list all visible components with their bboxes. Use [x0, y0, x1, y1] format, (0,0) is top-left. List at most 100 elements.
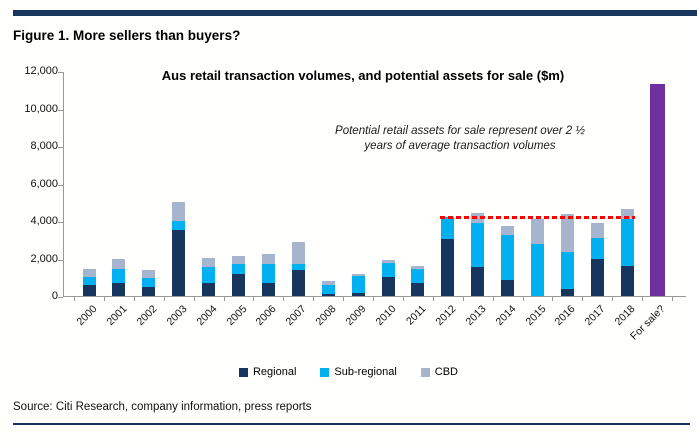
segment-cbd [112, 259, 126, 269]
x-tick-mark [612, 297, 614, 301]
y-tick-label-6000: 6,000 [30, 177, 58, 190]
bar-2018 [620, 208, 634, 296]
bar-2014 [501, 225, 515, 296]
segment-cbd [560, 213, 574, 252]
segment-sub-regional [82, 277, 96, 285]
segment-regional [291, 269, 305, 296]
segment-regional [232, 273, 245, 296]
segment-regional [441, 238, 455, 296]
segment-for-sale [649, 84, 665, 296]
bar-2012 [441, 217, 455, 296]
y-tick-label-10000: 10,000 [24, 102, 58, 115]
segment-regional [202, 282, 216, 296]
annotation-line-1: Potential retail assets for sale represe… [335, 125, 585, 137]
segment-regional [620, 266, 634, 296]
legend-item-regional: Regional [238, 366, 297, 378]
bar-2007 [291, 241, 305, 296]
segment-regional [351, 293, 365, 296]
segment-sub-regional [411, 268, 425, 283]
x-tick-mark [103, 297, 105, 301]
y-tick-mark [58, 297, 63, 298]
y-tick-label-2000: 2,000 [30, 252, 58, 265]
bar-2000 [82, 268, 96, 296]
segment-cbd [291, 241, 305, 265]
y-tick-label-4000: 4,000 [30, 215, 58, 227]
segment-cbd [142, 269, 156, 279]
source-note: Source: Citi Research, company informati… [13, 401, 312, 413]
x-tick-mark [223, 297, 225, 301]
segment-cbd [232, 255, 245, 265]
segment-cbd [590, 222, 604, 238]
segment-sub-regional [232, 264, 245, 274]
segment-regional [142, 286, 156, 296]
chart-annotation: Potential retail assets for sale represe… [265, 124, 655, 154]
segment-regional [321, 294, 335, 296]
legend-item-sub-regional: Sub-regional [320, 366, 397, 378]
legend-item-cbd: CBD [420, 366, 459, 378]
top-divider [13, 10, 697, 16]
x-tick-mark [432, 297, 434, 301]
segment-sub-regional [590, 237, 604, 259]
x-tick-mark [373, 297, 375, 301]
segment-regional [82, 284, 96, 296]
segment-cbd [82, 268, 96, 278]
y-tick-mark [58, 147, 63, 148]
x-tick-mark [163, 297, 165, 301]
bar-2009 [351, 274, 365, 296]
segment-regional [501, 280, 515, 296]
segment-regional [261, 282, 275, 296]
segment-regional [112, 282, 126, 296]
x-tick-mark [402, 297, 404, 301]
bar-2017 [590, 222, 604, 296]
segment-sub-regional [142, 278, 156, 287]
segment-cbd [531, 219, 544, 244]
segment-cbd [411, 266, 425, 269]
x-tick-mark [492, 297, 494, 301]
chart-title: Aus retail transaction volumes, and pote… [161, 68, 565, 83]
segment-sub-regional [172, 221, 186, 231]
segment-sub-regional [202, 266, 216, 283]
bar-2002 [142, 269, 156, 296]
legend-label: CBD [434, 366, 459, 378]
segment-regional [560, 288, 574, 296]
segment-sub-regional [441, 217, 455, 239]
segment-regional [590, 258, 604, 296]
segment-regional [411, 282, 425, 296]
segment-sub-regional [471, 222, 485, 267]
segment-cbd [351, 274, 365, 277]
segment-sub-regional [620, 219, 634, 266]
x-tick-mark [283, 297, 285, 301]
segment-sub-regional [321, 284, 335, 295]
x-tick-mark [193, 297, 195, 301]
segment-sub-regional [381, 263, 395, 278]
bar-2001 [112, 259, 126, 296]
x-tick-mark [582, 297, 584, 301]
legend-swatch-icon [320, 367, 330, 377]
x-tick-mark [672, 297, 674, 301]
average-reference-dashed-line [439, 215, 636, 219]
figure-caption: Figure 1. More sellers than buyers? [13, 28, 241, 43]
bar-2010 [381, 260, 395, 296]
bar-2008 [321, 281, 335, 296]
bar-2004 [202, 257, 216, 296]
plot-area [63, 72, 686, 301]
x-tick-mark [253, 297, 255, 301]
bar-2005 [232, 255, 245, 296]
segment-cbd [620, 208, 634, 220]
x-tick-mark [552, 297, 554, 301]
y-tick-mark [58, 184, 63, 186]
bar-2011 [411, 266, 425, 296]
x-tick-mark [313, 297, 315, 301]
x-tick-mark [522, 297, 524, 301]
segment-cbd [381, 260, 395, 264]
legend: Regional Sub-regional CBD [0, 366, 697, 378]
y-tick-mark [58, 109, 63, 111]
bar-2016 [560, 213, 574, 296]
segment-sub-regional [291, 264, 305, 270]
y-tick-mark [58, 72, 63, 73]
y-tick-label-12000: 12,000 [24, 65, 58, 77]
segment-sub-regional [112, 268, 126, 283]
legend-label: Regional [252, 366, 297, 378]
x-tick-mark [462, 297, 464, 301]
